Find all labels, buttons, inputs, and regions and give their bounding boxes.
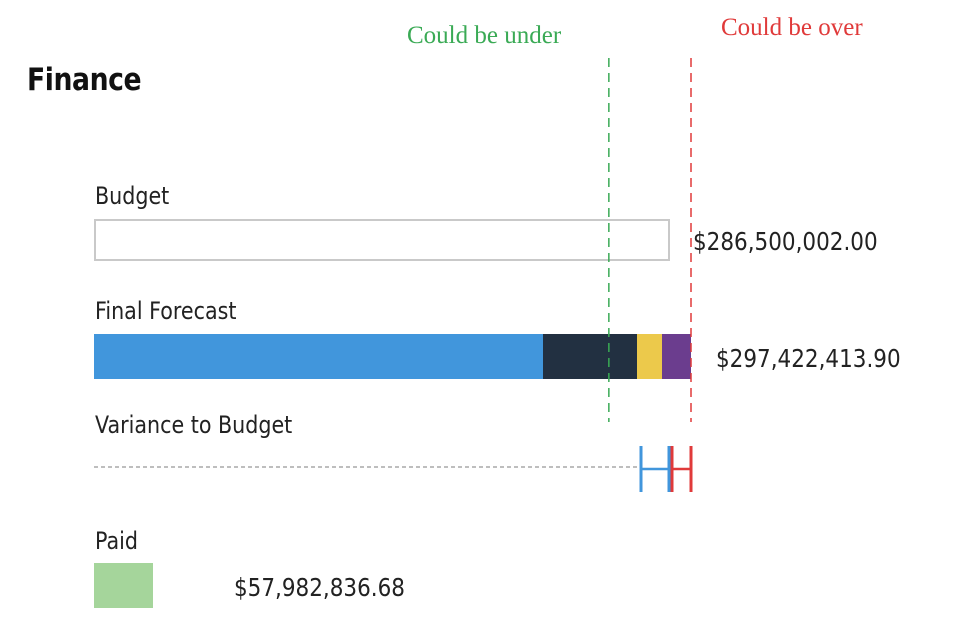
paid-bar — [94, 563, 154, 608]
could-be-over-annotation: Could be over — [721, 14, 863, 41]
budget-value: $286,500,002.00 — [693, 227, 878, 256]
budget-label: Budget — [95, 182, 170, 210]
final-forecast-value: $297,422,413.90 — [716, 344, 901, 373]
could-be-under-annotation: Could be under — [407, 22, 562, 49]
forecast-segment-1 — [94, 334, 544, 379]
forecast-segment-4 — [661, 334, 691, 379]
variance-to-budget-label: Variance to Budget — [95, 411, 293, 439]
budget-bar — [94, 219, 670, 261]
page-title: Finance — [27, 62, 142, 98]
paid-label: Paid — [95, 527, 139, 555]
forecast-segment-3 — [637, 334, 662, 379]
final-forecast-label: Final Forecast — [95, 297, 237, 325]
paid-value: $57,982,836.68 — [234, 573, 405, 602]
forecast-segment-2 — [543, 334, 638, 379]
final-forecast-bar — [94, 334, 691, 379]
